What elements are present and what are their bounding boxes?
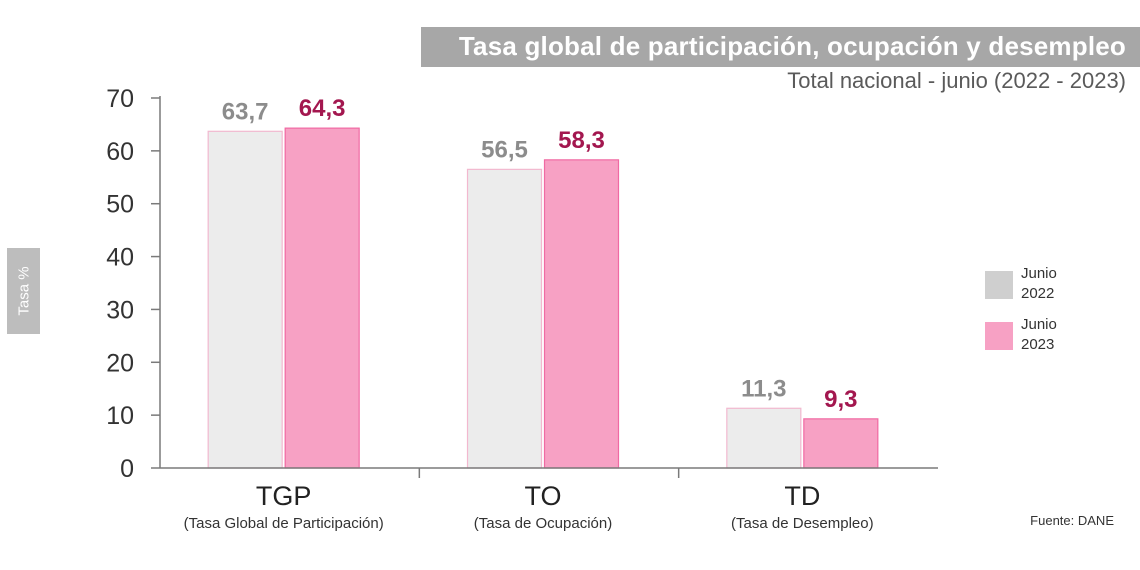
bar-to-2023: [543, 159, 620, 469]
x-category-description-tgp: (Tasa Global de Participación): [184, 515, 384, 532]
y-tick-label-30: 30: [106, 296, 134, 324]
legend-swatch-2022: [985, 271, 1013, 299]
y-tick-label-10: 10: [106, 402, 134, 430]
legend-label-2023-line2: 2023: [1021, 336, 1055, 353]
y-tick-label-0: 0: [120, 455, 134, 483]
legend-label-2023-line1: Junio: [1021, 316, 1057, 333]
y-tick-label-60: 60: [106, 138, 134, 166]
chart-title-band: Tasa global de participación, ocupación …: [421, 27, 1140, 67]
y-tick-label-50: 50: [106, 191, 134, 219]
data-label-td-2023: 9,3: [824, 386, 857, 413]
bar-td-2023: [803, 418, 879, 469]
legend-label-2022-line1: Junio: [1021, 265, 1057, 282]
y-axis-label: Tasa %: [15, 266, 32, 316]
y-axis-label-box: Tasa %: [7, 248, 40, 334]
x-category-label-td: TD: [784, 481, 820, 511]
y-tick-label-20: 20: [106, 349, 134, 377]
data-label-to-2023: 58,3: [558, 127, 605, 154]
chart-title: Tasa global de participación, ocupación …: [458, 31, 1126, 61]
legend-label-2022: Junio 2022: [1021, 264, 1065, 304]
y-tick-label-70: 70: [106, 85, 134, 113]
x-category-label-to: TO: [524, 481, 561, 511]
source-note: Fuente: DANE: [1030, 513, 1114, 528]
x-category-description-td: (Tasa de Desempleo): [731, 515, 874, 532]
chart-subtitle: Total nacional - junio (2022 - 2023): [787, 68, 1126, 93]
legend-label-2023: Junio 2023: [1021, 315, 1065, 355]
legend-swatch-2023: [985, 322, 1013, 350]
y-tick-label-40: 40: [106, 244, 134, 272]
legend: Junio 2022 Junio 2023: [985, 264, 1065, 366]
x-category-label-tgp: TGP: [256, 481, 312, 511]
data-label-td-2022: 11,3: [741, 375, 786, 402]
legend-item-2023: Junio 2023: [985, 315, 1065, 355]
x-category-description-to: (Tasa de Ocupación): [474, 515, 612, 532]
data-label-to-2022: 56,5: [481, 136, 528, 163]
legend-item-2022: Junio 2022: [985, 264, 1065, 304]
bar-tgp-2022: [207, 130, 283, 469]
data-label-tgp-2022: 63,7: [222, 98, 269, 125]
bar-to-2022: [466, 168, 543, 469]
bar-td-2022: [726, 407, 802, 469]
bar-tgp-2023: [284, 127, 360, 469]
legend-label-2022-line2: 2022: [1021, 285, 1055, 302]
data-label-tgp-2023: 64,3: [299, 95, 346, 122]
